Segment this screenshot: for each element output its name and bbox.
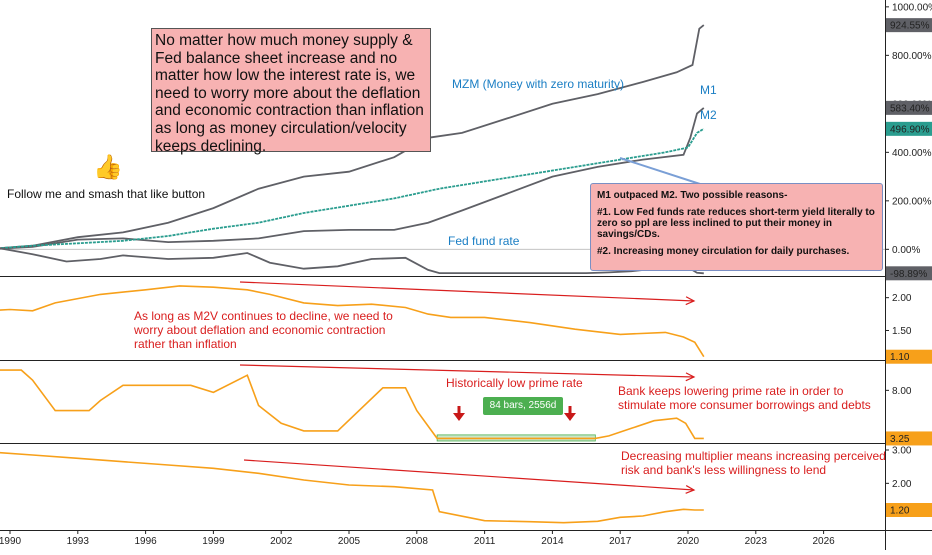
m2-label: M2 xyxy=(700,108,717,122)
x-tick-label: 2014 xyxy=(541,536,564,547)
main-annotation-box: No matter how much money supply & Fed ba… xyxy=(151,28,431,155)
like-prompt: Follow me and smash that like button xyxy=(7,187,206,201)
value-badge xyxy=(886,121,932,136)
reasons-title: M1 outpaced M2. Two possible reasons- xyxy=(597,190,788,201)
x-tick-label: 2017 xyxy=(609,536,632,547)
m1-reasons-box: M1 outpaced M2. Two possible reasons- #1… xyxy=(590,183,883,271)
y-tick-label: 2.00 xyxy=(892,479,912,490)
x-tick-label: 1996 xyxy=(134,536,157,547)
multiplier-trend-arrow xyxy=(243,459,695,491)
prime-trend-arrow xyxy=(239,364,695,378)
multiplier-annotation: Decreasing multiplier means increasing p… xyxy=(621,449,886,477)
series-line-1-0 xyxy=(0,285,705,358)
x-tick-label: 1993 xyxy=(67,536,90,547)
m2v-annotation: As long as M2V continues to decline, we … xyxy=(134,309,393,351)
y-tick-label: 8.00 xyxy=(892,386,912,397)
reason-1: #1. Low Fed funds rate reduces short-ter… xyxy=(597,207,875,240)
value-badge-label: 3.25 xyxy=(890,434,910,445)
x-tick-label: 2020 xyxy=(677,536,700,547)
fed-fund-label: Fed fund rate xyxy=(448,234,520,248)
main-annotation-text: No matter how much money supply & Fed ba… xyxy=(155,32,424,155)
series-line-0-2 xyxy=(0,128,705,250)
value-badge xyxy=(886,349,932,364)
x-tick-label: 2026 xyxy=(812,536,835,547)
value-badge xyxy=(886,431,932,446)
y-tick-label: 0.00% xyxy=(892,245,920,256)
x-tick-label: 2002 xyxy=(270,536,293,547)
series-line-3-0 xyxy=(0,451,704,524)
value-badge-label: 924.55% xyxy=(890,21,930,32)
x-tick-label: 2005 xyxy=(338,536,361,547)
value-badge xyxy=(886,18,932,33)
range-badge: 84 bars, 2556d xyxy=(483,397,563,415)
prime-trend-arrow-head xyxy=(685,372,696,382)
value-badge-label: 583.40% xyxy=(890,103,930,114)
y-tick-label: 1.50 xyxy=(892,326,912,337)
value-badge-label: 1.10 xyxy=(890,352,910,363)
m1-label: M1 xyxy=(700,83,717,97)
value-badge xyxy=(886,266,932,281)
multiplier-trend-arrow-head xyxy=(685,485,696,494)
thumbs-up-icon: 👍 xyxy=(93,154,123,181)
y-tick-label: 2.00 xyxy=(892,293,912,304)
x-tick-label: 2023 xyxy=(745,536,768,547)
down-arrow-icon-head xyxy=(564,413,576,421)
value-badge-label: 496.90% xyxy=(890,124,930,135)
y-tick-label: 3.00 xyxy=(892,446,912,457)
y-tick-label: 400.00% xyxy=(892,148,932,159)
y-tick-label: 1000.00% xyxy=(892,2,932,13)
m2v-trend-arrow-head xyxy=(685,296,696,306)
x-tick-label: 1990 xyxy=(0,536,22,547)
note-connector xyxy=(619,157,701,185)
series-line-2-0 xyxy=(0,369,704,440)
series-line-0-1 xyxy=(0,107,705,250)
x-tick-label: 2011 xyxy=(474,536,496,547)
down-arrow-icon-head xyxy=(453,413,465,421)
prime-low-annotation: Historically low prime rate xyxy=(446,376,583,390)
reason-2: #2. Increasing money circulation for dai… xyxy=(597,246,850,257)
value-badge xyxy=(886,100,932,115)
m2v-trend-arrow xyxy=(239,281,695,302)
x-tick-label: 2008 xyxy=(406,536,429,547)
value-badge xyxy=(886,503,932,517)
y-tick-label: 200.00% xyxy=(892,196,932,207)
y-tick-label: 800.00% xyxy=(892,51,932,62)
value-badge-label: 1.20 xyxy=(890,506,910,517)
mzm-label: MZM (Money with zero maturity) xyxy=(452,77,625,91)
value-badge-label: -98.89% xyxy=(890,269,927,280)
prime-rate-annotation: Bank keeps lowering prime rate in order … xyxy=(618,384,871,412)
x-tick-label: 1999 xyxy=(202,536,225,547)
